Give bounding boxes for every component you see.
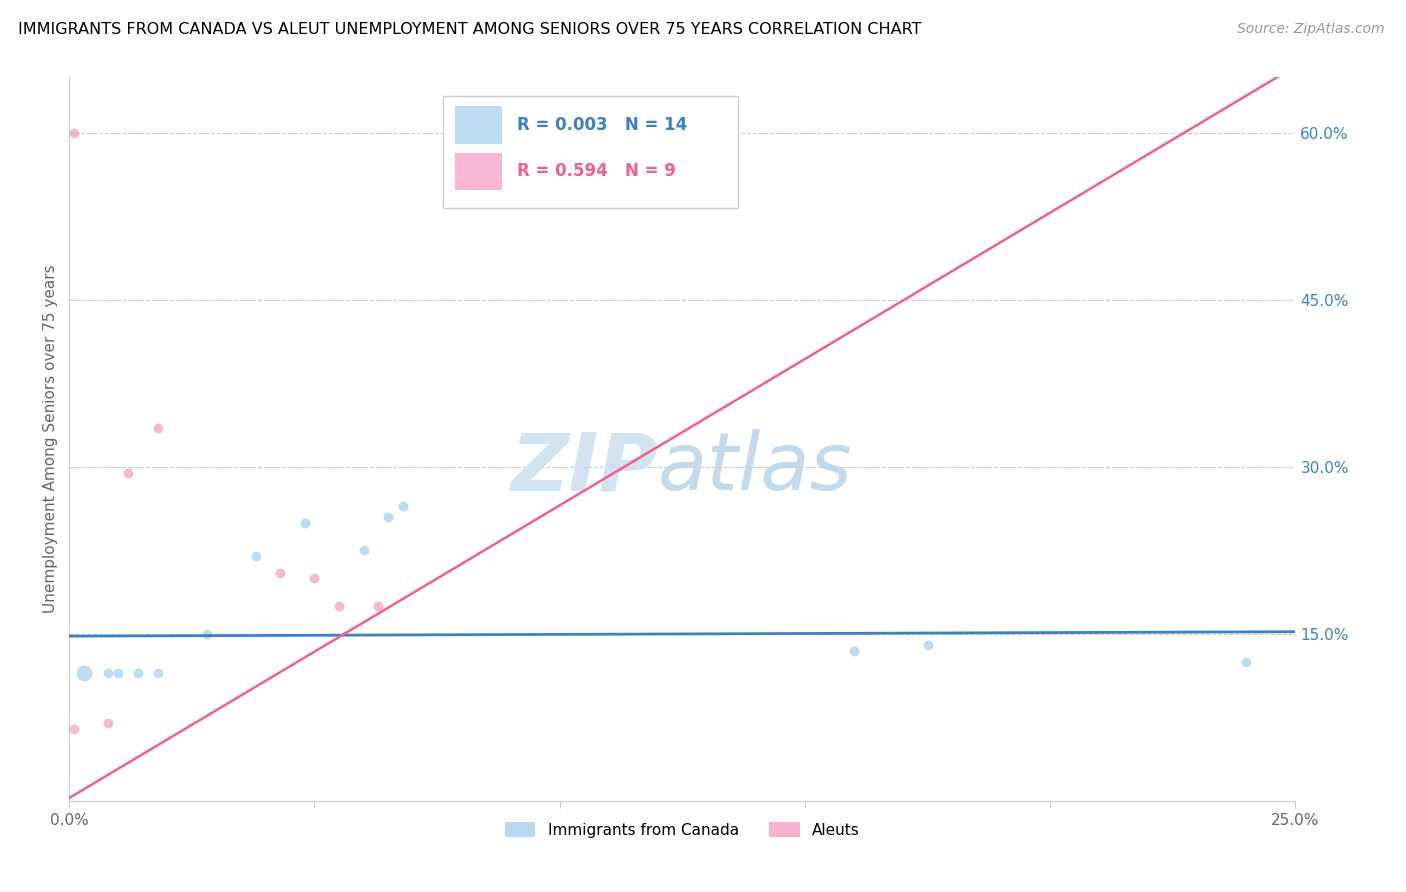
- FancyBboxPatch shape: [443, 95, 738, 208]
- Point: [328, 599, 350, 613]
- Point: [245, 549, 267, 563]
- Y-axis label: Unemployment Among Seniors over 75 years: Unemployment Among Seniors over 75 years: [44, 265, 58, 614]
- Text: IMMIGRANTS FROM CANADA VS ALEUT UNEMPLOYMENT AMONG SENIORS OVER 75 YEARS CORRELA: IMMIGRANTS FROM CANADA VS ALEUT UNEMPLOY…: [18, 22, 922, 37]
- Point: [63, 126, 86, 140]
- Point: [294, 516, 316, 530]
- Point: [63, 722, 86, 736]
- Text: R = 0.003   N = 14: R = 0.003 N = 14: [517, 116, 688, 134]
- Point: [842, 643, 865, 657]
- Point: [269, 566, 291, 580]
- Text: ZIP: ZIP: [510, 429, 658, 507]
- Text: Source: ZipAtlas.com: Source: ZipAtlas.com: [1237, 22, 1385, 37]
- Point: [917, 638, 939, 652]
- Legend: Immigrants from Canada, Aleuts: Immigrants from Canada, Aleuts: [499, 815, 866, 844]
- Point: [367, 599, 389, 613]
- Point: [73, 665, 96, 680]
- Point: [146, 421, 169, 435]
- Point: [97, 665, 120, 680]
- Text: atlas: atlas: [658, 429, 852, 507]
- FancyBboxPatch shape: [456, 106, 502, 144]
- Point: [304, 571, 326, 585]
- Point: [107, 665, 129, 680]
- Point: [195, 627, 218, 641]
- Point: [127, 665, 149, 680]
- Point: [391, 499, 413, 513]
- Point: [1234, 655, 1257, 669]
- Point: [353, 543, 375, 558]
- FancyBboxPatch shape: [456, 153, 502, 190]
- Point: [146, 665, 169, 680]
- Point: [117, 466, 139, 480]
- Point: [97, 716, 120, 731]
- Point: [377, 510, 399, 524]
- Text: R = 0.594   N = 9: R = 0.594 N = 9: [517, 162, 676, 180]
